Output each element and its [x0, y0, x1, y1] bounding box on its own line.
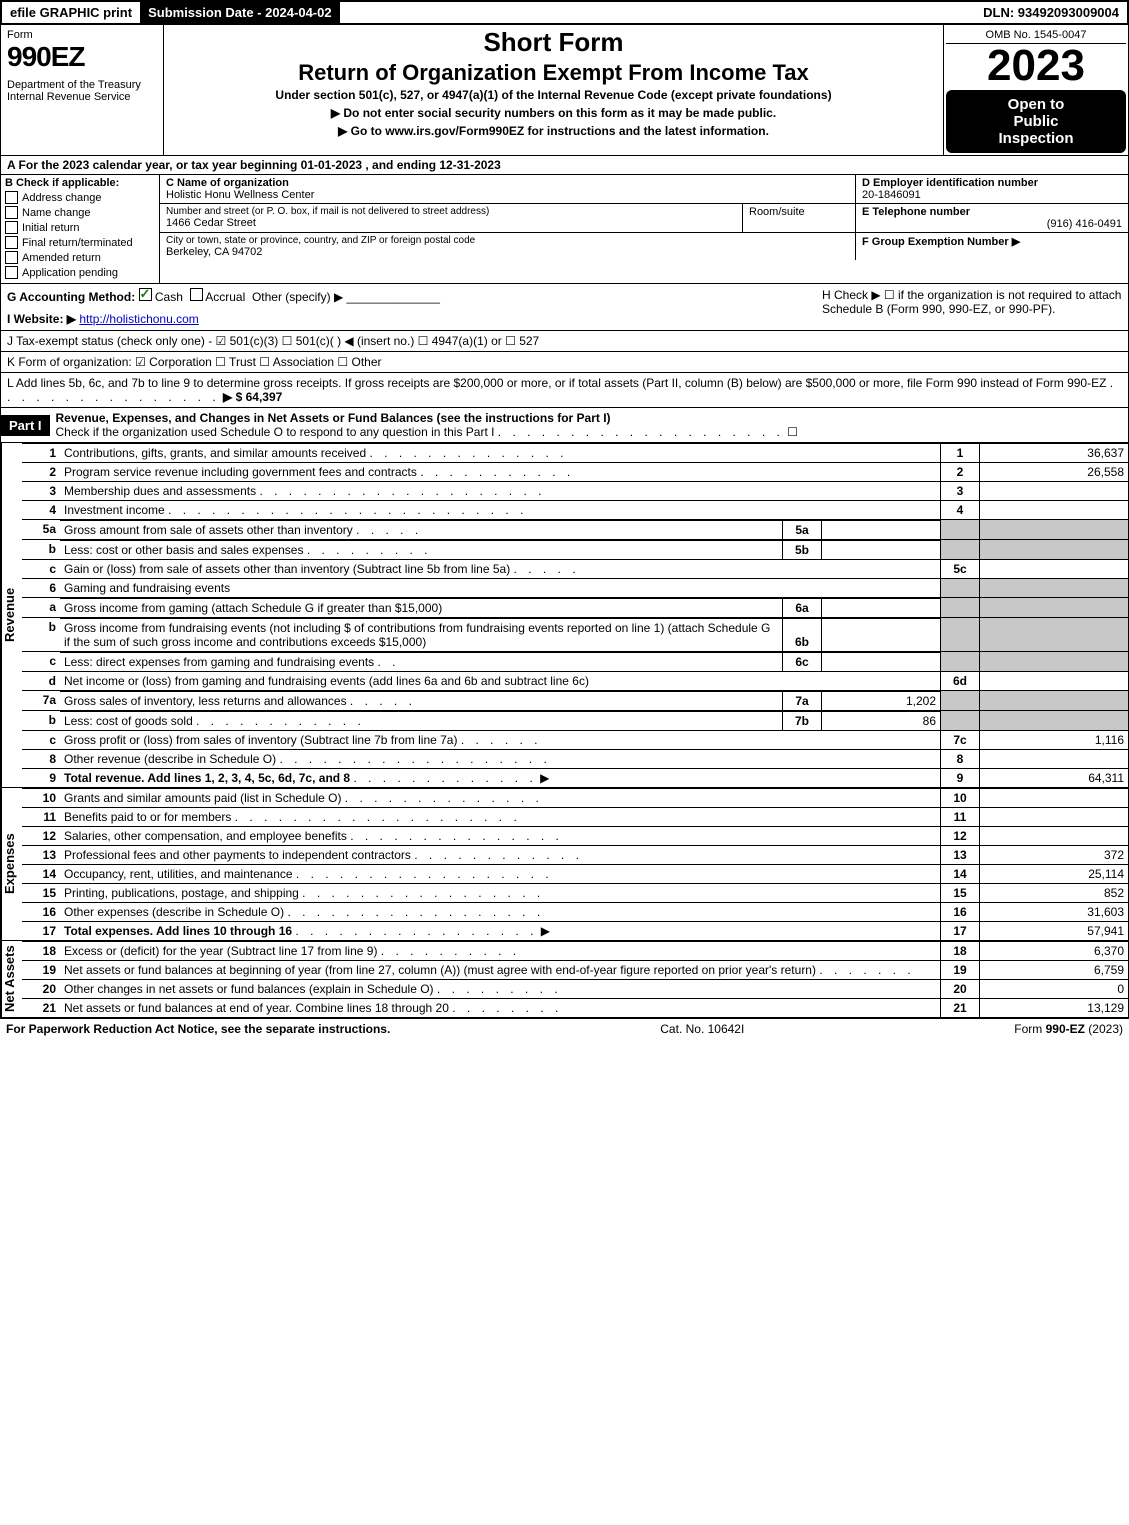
netassets-section: Net Assets 18Excess or (deficit) for the… — [0, 941, 1129, 1018]
form-word: Form — [7, 29, 157, 41]
city-label: City or town, state or province, country… — [166, 235, 849, 246]
no-ssn-note: ▶ Do not enter social security numbers o… — [168, 106, 939, 120]
revenue-side-label: Revenue — [1, 443, 22, 787]
d-label: D Employer identification number — [862, 177, 1122, 189]
line1-amt: 36,637 — [980, 444, 1129, 463]
g-label: G Accounting Method: — [7, 290, 135, 304]
line21-amt: 13,129 — [980, 999, 1129, 1018]
i-label: I Website: ▶ — [7, 312, 76, 326]
cb-pending[interactable]: Application pending — [5, 266, 155, 279]
open-public-badge: Open to Public Inspection — [946, 90, 1126, 153]
cb-accrual[interactable] — [190, 288, 203, 301]
city-value: Berkeley, CA 94702 — [166, 246, 849, 258]
under-section: Under section 501(c), 527, or 4947(a)(1)… — [168, 88, 939, 102]
street-label: Number and street (or P. O. box, if mail… — [166, 206, 736, 217]
irs-label: Internal Revenue Service — [7, 91, 157, 103]
ein-value: 20-1846091 — [862, 189, 1122, 201]
line7a-val: 1,202 — [822, 692, 941, 711]
cb-cash[interactable] — [139, 288, 152, 301]
expenses-side-label: Expenses — [1, 788, 22, 940]
e-label: E Telephone number — [862, 206, 1122, 218]
line14-amt: 25,114 — [980, 865, 1129, 884]
line20-amt: 0 — [980, 980, 1129, 999]
f-label: F Group Exemption Number ▶ — [862, 235, 1122, 248]
form-number: 990EZ — [7, 41, 157, 73]
room-label: Room/suite — [742, 204, 855, 232]
expenses-section: Expenses 10Grants and similar amounts pa… — [0, 788, 1129, 941]
line9-amt: 64,311 — [980, 769, 1129, 788]
form-header: Form 990EZ Department of the Treasury In… — [0, 25, 1129, 156]
short-form-title: Short Form — [168, 27, 939, 58]
footer-catno: Cat. No. 10642I — [660, 1022, 744, 1036]
cb-initial-return[interactable]: Initial return — [5, 221, 155, 234]
cb-amended[interactable]: Amended return — [5, 251, 155, 264]
top-bar: efile GRAPHIC print Submission Date - 20… — [0, 0, 1129, 25]
footer-left: For Paperwork Reduction Act Notice, see … — [6, 1022, 390, 1036]
cb-final-return[interactable]: Final return/terminated — [5, 236, 155, 249]
dept-treasury: Department of the Treasury — [7, 79, 157, 91]
cb-address-change[interactable]: Address change — [5, 191, 155, 204]
return-title: Return of Organization Exempt From Incom… — [168, 60, 939, 86]
submission-date: Submission Date - 2024-04-02 — [140, 2, 340, 23]
cb-name-change[interactable]: Name change — [5, 206, 155, 219]
section-a: A For the 2023 calendar year, or tax yea… — [0, 156, 1129, 175]
b-label: B Check if applicable: — [5, 177, 155, 189]
footer-formref: Form 990-EZ (2023) — [1014, 1022, 1123, 1036]
line17-amt: 57,941 — [980, 922, 1129, 941]
goto-link[interactable]: ▶ Go to www.irs.gov/Form990EZ for instru… — [168, 124, 939, 138]
part1-header-row: Part I Revenue, Expenses, and Changes in… — [0, 408, 1129, 443]
line13-amt: 372 — [980, 846, 1129, 865]
street-value: 1466 Cedar Street — [166, 217, 736, 229]
netassets-side-label: Net Assets — [1, 941, 22, 1017]
line2-amt: 26,558 — [980, 463, 1129, 482]
revenue-section: Revenue 1Contributions, gifts, grants, a… — [0, 443, 1129, 788]
tax-year: 2023 — [946, 44, 1126, 88]
line19-amt: 6,759 — [980, 961, 1129, 980]
dln: DLN: 93492093009004 — [975, 2, 1127, 23]
line7b-val: 86 — [822, 712, 941, 731]
phone-value: (916) 416-0491 — [862, 218, 1122, 230]
line15-amt: 852 — [980, 884, 1129, 903]
h-note: H Check ▶ ☐ if the organization is not r… — [822, 288, 1122, 326]
efile-label: efile GRAPHIC print — [2, 2, 140, 23]
line18-amt: 6,370 — [980, 942, 1129, 961]
part1-label: Part I — [1, 415, 50, 436]
org-name: Holistic Honu Wellness Center — [166, 189, 849, 201]
line7c-amt: 1,116 — [980, 731, 1129, 750]
row-g-h: G Accounting Method: Cash Accrual Other … — [0, 284, 1129, 331]
line16-amt: 31,603 — [980, 903, 1129, 922]
website-link[interactable]: http://holistichonu.com — [79, 312, 198, 326]
row-k: K Form of organization: ☑ Corporation ☐ … — [0, 352, 1129, 373]
section-b-through-f: B Check if applicable: Address change Na… — [0, 175, 1129, 284]
row-j: J Tax-exempt status (check only one) - ☑… — [0, 331, 1129, 352]
c-label: C Name of organization — [166, 177, 849, 189]
page-footer: For Paperwork Reduction Act Notice, see … — [0, 1018, 1129, 1039]
row-l: L Add lines 5b, 6c, and 7b to line 9 to … — [0, 373, 1129, 408]
